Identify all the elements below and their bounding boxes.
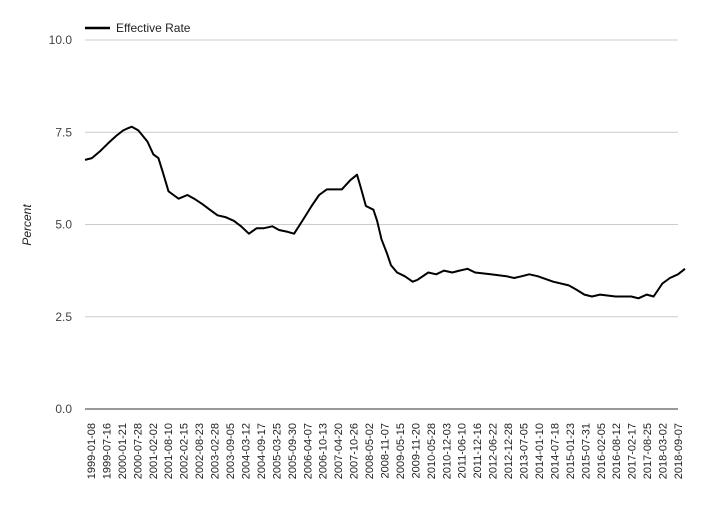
x-tick-label: 2000-01-21 [117, 423, 129, 479]
x-tick-label: 2006-10-13 [318, 423, 330, 479]
x-tick-label: 2002-08-23 [194, 423, 206, 479]
x-tick-label: 2015-07-31 [580, 423, 592, 479]
x-tick-label: 2004-09-17 [256, 423, 268, 479]
x-tick-label: 2011-12-16 [472, 423, 484, 478]
y-tick-label: 2.5 [55, 310, 72, 324]
x-tick-label: 2018-03-02 [658, 423, 670, 479]
x-tick-label: 2017-02-17 [627, 423, 639, 479]
x-tick-label: 2014-07-18 [549, 423, 561, 479]
x-tick-label: 2008-05-02 [364, 423, 376, 479]
x-tick-label: 2002-02-15 [179, 423, 191, 479]
x-tick-label: 2010-12-03 [441, 423, 453, 479]
x-tick-label: 2017-08-25 [642, 423, 654, 479]
x-tick-label: 2013-07-05 [519, 423, 531, 479]
x-tick-label: 1999-07-16 [101, 423, 113, 479]
legend[interactable]: Effective Rate [85, 21, 191, 35]
x-tick-label: 2012-12-28 [503, 423, 515, 479]
x-tick-label: 2018-09-07 [673, 423, 685, 479]
series-layer [84, 125, 686, 300]
x-tick-label: 2000-07-28 [132, 423, 144, 479]
x-axis-ticks: 1999-01-08 1999-07-16 2000-01-21 2000-07-28… [86, 423, 685, 479]
x-tick-label: 2015-01-23 [565, 423, 577, 479]
x-tick-label: 2004-03-12 [240, 423, 252, 479]
x-tick-label: 2003-09-05 [225, 423, 237, 479]
x-tick-label: 2011-06-10 [457, 423, 469, 478]
x-tick-label: 2005-09-30 [287, 423, 299, 479]
x-tick-label: 2016-02-05 [596, 423, 608, 479]
x-tick-label: 2007-10-26 [349, 423, 361, 479]
y-tick-label: 5.0 [55, 218, 72, 232]
x-tick-label: 2007-04-20 [333, 423, 345, 479]
y-tick-label: 7.5 [55, 125, 72, 139]
x-tick-label: 2012-06-22 [488, 423, 500, 479]
x-tick-label: 2005-03-25 [271, 423, 283, 479]
x-tick-label: 2014-01-10 [534, 423, 546, 479]
y-axis-ticks: 0.0 2.5 5.0 7.5 10.0 [49, 33, 73, 416]
x-tick-label: 2009-05-15 [395, 423, 407, 479]
x-tick-label: 2009-11-20 [410, 423, 422, 478]
x-tick-label: 2016-08-12 [611, 423, 623, 479]
x-tick-label: 2006-04-07 [302, 423, 314, 479]
y-axis-title: Percent [20, 204, 34, 246]
x-tick-label: 2001-08-10 [163, 423, 175, 479]
x-tick-label: 2003-02-28 [210, 423, 222, 479]
x-tick-label: 1999-01-08 [86, 423, 98, 479]
x-tick-label: 2010-05-28 [426, 423, 438, 479]
y-tick-label: 10.0 [49, 33, 73, 47]
y-tick-label: 0.0 [55, 402, 72, 416]
x-tick-label: 2001-02-02 [148, 423, 160, 479]
x-tick-label: 2008-11-07 [380, 423, 392, 478]
gridlines [85, 39, 678, 318]
series-line-effective-rate [84, 125, 686, 300]
legend-label: Effective Rate [116, 21, 191, 35]
